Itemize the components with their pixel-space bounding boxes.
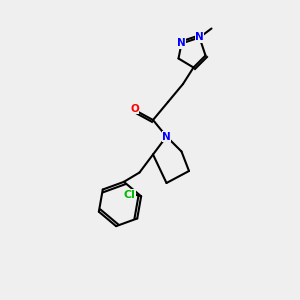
Text: Cl: Cl	[124, 190, 136, 200]
Text: N: N	[162, 131, 171, 142]
Text: O: O	[130, 104, 139, 114]
Text: N: N	[195, 32, 204, 43]
Text: N: N	[177, 38, 186, 49]
